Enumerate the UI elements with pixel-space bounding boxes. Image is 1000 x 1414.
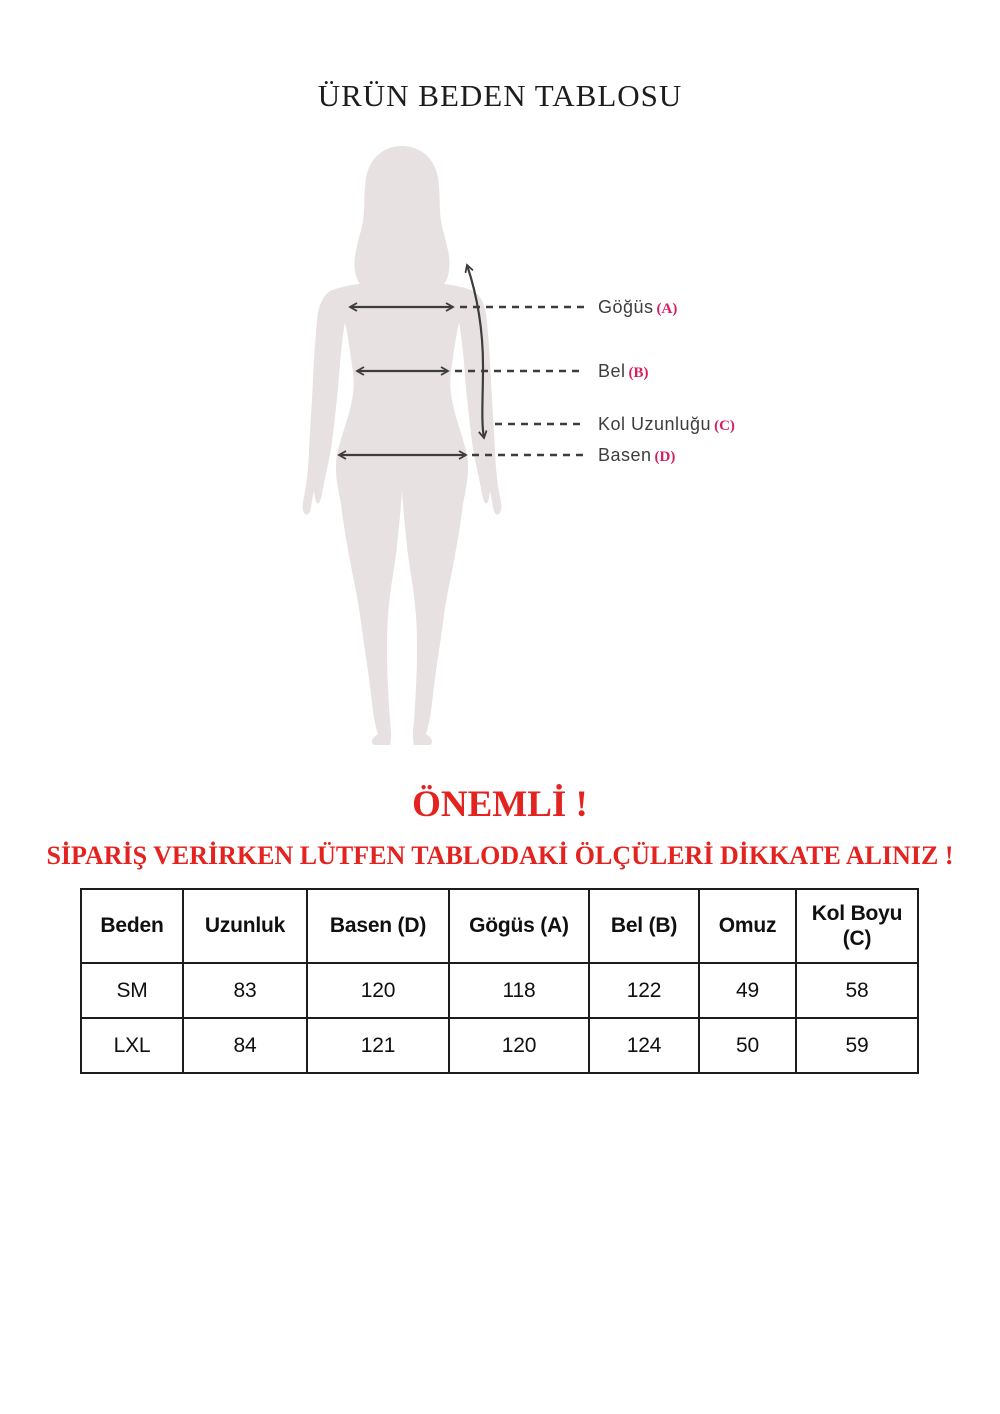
measurement-label-bel: Bel (B) [598,360,649,382]
table-cell: 124 [588,1017,700,1074]
measurement-name: Bel [598,361,626,381]
col-header-gogus: Gögüs (A) [448,888,590,964]
table-cell: 120 [306,962,450,1019]
body-measurement-diagram [302,146,585,745]
order-warning: SİPARİŞ VERİRKEN LÜTFEN TABLODAKİ ÖLÇÜLE… [46,841,954,870]
table-cell: 84 [182,1017,308,1074]
measurement-code: (D) [654,449,676,465]
table-row-lxl: LXL 84 121 120 124 50 59 [80,1017,919,1074]
table-cell: 122 [588,962,700,1019]
measurement-code: (A) [656,301,678,317]
table-cell: 50 [698,1017,797,1074]
measurement-arrows [339,265,484,455]
table-header-row: Beden Uzunluk Basen (D) Gögüs (A) Bel (B… [80,888,919,964]
table-cell: 49 [698,962,797,1019]
measurement-name: Basen [598,445,652,465]
female-silhouette [302,146,502,745]
silhouette-hair [354,146,450,295]
col-header-bel: Bel (B) [588,888,700,964]
table-cell: 118 [448,962,590,1019]
measurement-label-gogus: Göğüs (A) [598,296,677,318]
size-table: Beden Uzunluk Basen (D) Gögüs (A) Bel (B… [80,888,919,1074]
col-header-beden: Beden [80,888,184,964]
arm-length-arrow [467,265,484,438]
leader-lines [455,305,585,457]
col-header-basen: Basen (D) [306,888,450,964]
col-header-uzunluk: Uzunluk [182,888,308,964]
table-row-sm: SM 83 120 118 122 49 58 [80,962,919,1019]
table-cell: 58 [795,962,919,1019]
silhouette-torso-legs [330,281,474,745]
page-title: ÜRÜN BEDEN TABLOSU [317,78,683,113]
table-cell: 120 [448,1017,590,1074]
measurement-label-basen: Basen (D) [598,444,675,466]
measurement-name: Göğüs [598,297,654,317]
table-cell: 59 [795,1017,919,1074]
measurement-label-kol-uzunlugu: Kol Uzunluğu (C) [598,413,735,435]
important-heading: ÖNEMLİ ! [412,784,588,825]
measurement-code: (C) [714,418,735,434]
silhouette-left-arm [302,291,346,515]
table-cell: SM [80,962,184,1019]
measurement-code: (B) [628,365,649,381]
table-cell: 121 [306,1017,450,1074]
table-cell: 83 [182,962,308,1019]
measurement-name: Kol Uzunluğu [598,414,712,434]
col-header-omuz: Omuz [698,888,797,964]
col-header-kol-boyu: Kol Boyu (C) [795,888,919,964]
table-cell: LXL [80,1017,184,1074]
